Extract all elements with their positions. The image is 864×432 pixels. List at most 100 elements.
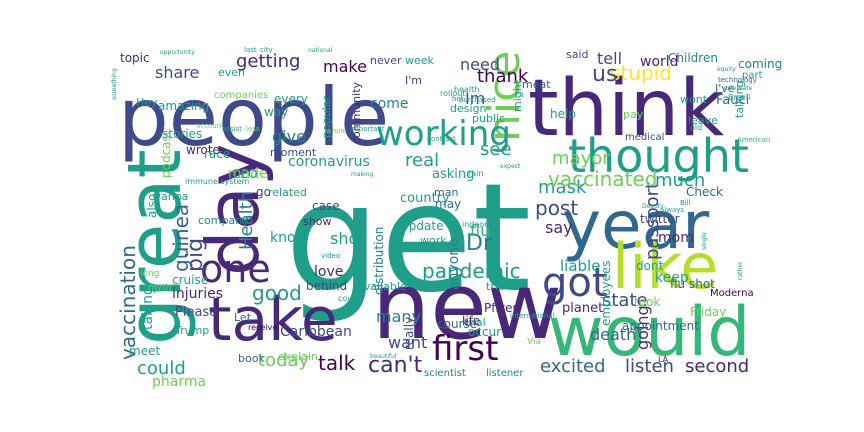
word-moderna: Moderna: [710, 288, 754, 299]
word-stupid: stupid: [610, 61, 672, 85]
word-explain: explain: [278, 350, 318, 363]
word-year: year: [562, 187, 710, 264]
word-also: also: [145, 194, 159, 218]
word-even: even: [218, 66, 245, 79]
word-topic: topic: [120, 51, 150, 65]
word-nice: nice: [479, 51, 530, 142]
word-liable: liable: [560, 257, 600, 275]
word-fauci: Fauci: [716, 93, 749, 108]
word-tell: tell: [597, 49, 622, 68]
word-death: death: [590, 325, 636, 344]
word-check: Check: [686, 185, 723, 199]
word-old: old: [690, 123, 702, 132]
word-many: many: [376, 307, 421, 326]
word-may: may: [435, 197, 461, 211]
word-planet: planet: [562, 301, 603, 316]
word-mom: mom: [658, 230, 694, 246]
word-coronavirus: coronavirus: [288, 154, 370, 170]
word-go: go: [256, 185, 271, 199]
word-immune-system: immune system: [185, 177, 250, 186]
word-pay: pay: [623, 108, 644, 121]
word-last: last: [244, 46, 257, 54]
word-share: share: [155, 63, 199, 82]
word-contrast: contrast: [427, 135, 456, 143]
word-take: take: [208, 285, 338, 355]
word-pharma: pharma: [152, 374, 206, 390]
word-pig: pig: [183, 238, 208, 272]
word-caribbean: Caribbean: [280, 324, 352, 340]
word-took: took: [634, 295, 660, 309]
word-much: much: [655, 170, 705, 191]
word-talking: talking: [733, 81, 746, 119]
word-wont: wont: [680, 93, 708, 106]
word-occur: occur: [468, 325, 501, 339]
word-community: community: [350, 81, 363, 144]
word-never: never: [370, 54, 402, 67]
word-rather: rather: [737, 261, 744, 280]
word-work: work: [420, 234, 447, 247]
word-great: great: [112, 149, 198, 345]
word-life: life: [462, 314, 480, 328]
word-getting: getting: [236, 51, 300, 72]
word-trial: trial: [464, 316, 486, 329]
word-dr: Dr: [466, 231, 493, 256]
word-trip: trip: [486, 280, 505, 293]
word-whole: whole: [326, 127, 347, 135]
word-help: help: [550, 107, 576, 121]
word-account: account: [196, 122, 224, 130]
word-pandemic: pandemic: [422, 259, 521, 283]
word-long: long: [140, 269, 159, 279]
word-opportunity: opportunity: [160, 49, 195, 56]
word-keep: keep: [655, 270, 689, 286]
word-expect: expect: [500, 163, 521, 170]
word-employees: employees: [599, 261, 613, 326]
word-know: know: [270, 230, 307, 246]
word-indoor: indoor: [462, 220, 488, 229]
word-less: less: [246, 125, 260, 133]
word-country: country: [400, 191, 450, 206]
word-got: got: [542, 260, 608, 306]
word-listen: listen: [625, 356, 674, 377]
word-working: working: [376, 114, 511, 154]
word-shot: shot: [330, 229, 365, 248]
word-making: making: [351, 171, 373, 178]
word-coming: coming: [738, 57, 782, 71]
word-give: give: [272, 127, 306, 146]
word-talk: talk: [318, 351, 356, 375]
word-thank: thank: [477, 66, 529, 87]
word-flu: flu: [470, 221, 490, 240]
word-course: course: [437, 317, 477, 331]
word-hey: Hey: [136, 96, 158, 109]
word-people: people: [118, 71, 389, 164]
word-beautiful: beautiful: [370, 353, 397, 360]
word-rain: rain: [468, 169, 483, 178]
word-race: race: [204, 147, 230, 161]
word-something: something: [111, 68, 118, 100]
word-like: like: [612, 230, 718, 303]
word-love: love: [314, 264, 343, 280]
word-say: say: [545, 218, 573, 237]
word-technology: technology: [718, 76, 757, 84]
word-leave: leave: [688, 114, 718, 127]
word-available: available: [357, 280, 407, 293]
word-make: make: [323, 57, 367, 76]
word-company: company: [198, 214, 249, 227]
word-assist: assist: [222, 125, 242, 133]
word-post: post: [535, 196, 578, 220]
word-friday: Friday: [690, 305, 726, 319]
word-wrote: wrote: [186, 143, 220, 157]
word-la: LA: [658, 355, 669, 364]
word-new: new: [372, 253, 562, 360]
word-city: city: [260, 46, 273, 54]
word-health: Health: [236, 191, 257, 250]
word-anyone: anyone: [446, 238, 462, 290]
word-second: second: [685, 356, 749, 377]
word-mayor: mayor: [552, 148, 610, 169]
word-passport: passport: [642, 182, 663, 260]
word-via: Via: [527, 337, 541, 347]
word-guinea: guinea: [169, 204, 193, 272]
word-single: single: [701, 232, 708, 250]
